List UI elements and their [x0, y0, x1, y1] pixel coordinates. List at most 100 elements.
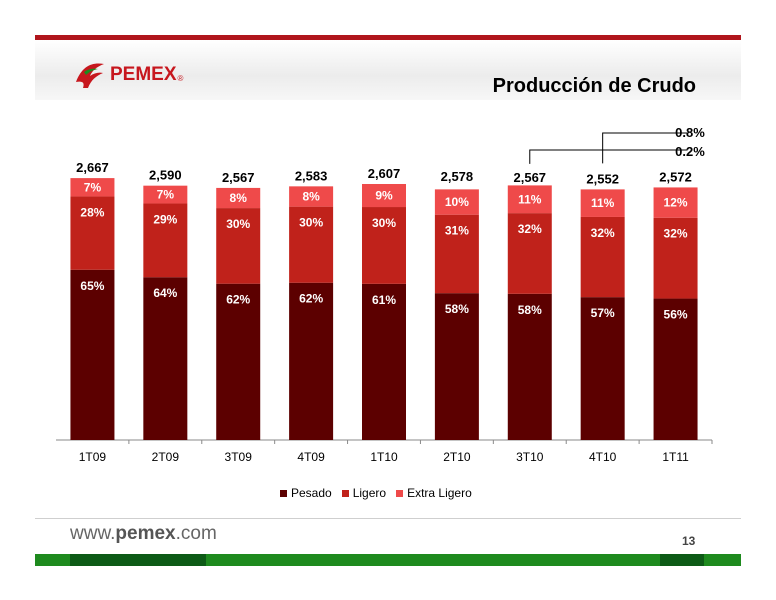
website-url[interactable]: www.pemex.com [70, 523, 217, 545]
total-label: 2,572 [659, 169, 692, 184]
x-tick-label: 2T10 [443, 450, 471, 464]
segment-label: 29% [153, 212, 177, 226]
segment-label: 11% [518, 192, 542, 206]
bar-segment-pesado [580, 297, 625, 440]
header-band [35, 40, 741, 100]
bar-segment-ligero [580, 216, 625, 298]
segment-label: 61% [372, 293, 396, 307]
bar-segment-ligero [507, 213, 552, 294]
bar-segment-extra-ligero [362, 183, 406, 208]
total-label: 2,607 [368, 166, 401, 181]
bar-segment-pesado [70, 269, 115, 440]
x-tick-label: 4T09 [297, 450, 325, 464]
top-accent-bar [35, 35, 741, 40]
segment-label: 11% [591, 196, 615, 210]
bar-segment-extra-ligero [653, 187, 698, 218]
segment-label: 64% [153, 286, 177, 300]
segment-label: 28% [80, 205, 104, 219]
total-label: 2,590 [149, 168, 182, 183]
url-brand: pemex [115, 523, 176, 544]
segment-label: 30% [372, 216, 396, 230]
annotation-label: 0.8% [675, 125, 705, 140]
segment-label: 32% [664, 227, 688, 241]
x-tick-label: 2T09 [152, 450, 180, 464]
total-label: 2,583 [295, 168, 328, 183]
x-tick-label: 1T10 [370, 450, 398, 464]
bar-segment-ligero [70, 196, 115, 270]
bar-segment-pesado [653, 298, 698, 440]
total-label: 2,667 [76, 160, 109, 175]
legend-label-pesado: Pesado [291, 486, 332, 500]
url-prefix: www. [70, 523, 116, 544]
segment-label: 8% [302, 189, 320, 203]
bar-segment-pesado [507, 293, 552, 440]
brand-name: PEMEX [110, 64, 177, 85]
legend-item-ligero: Ligero [341, 486, 387, 500]
segment-label: 30% [299, 216, 323, 230]
segment-label: 31% [445, 224, 469, 238]
bar-segment-pesado [216, 283, 261, 440]
page-number: 13 [682, 534, 696, 548]
segment-label: 30% [226, 217, 250, 231]
legend-label-extra-ligero: Extra Ligero [407, 486, 472, 500]
page-title: Producción de Crudo [492, 75, 696, 97]
bar-segment-extra-ligero [143, 185, 188, 204]
segment-label: 65% [80, 279, 104, 293]
segment-label: 57% [591, 306, 615, 320]
bottom-accent-segment [70, 554, 206, 566]
bottom-accent-segment [660, 554, 704, 566]
annotation-bracket [602, 132, 688, 164]
bar-segment-ligero [216, 208, 261, 284]
segment-label: 32% [591, 226, 615, 240]
bar-segment-pesado [362, 283, 406, 440]
footer-divider [35, 518, 741, 519]
legend-item-pesado: Pesado [280, 486, 332, 500]
legend-swatch-extra-ligero [396, 489, 404, 497]
pemex-logo: PEMEX ® [74, 58, 183, 92]
segment-label: 56% [664, 308, 688, 322]
segment-label: 62% [226, 293, 250, 307]
bar-segment-extra-ligero [507, 185, 552, 214]
total-label: 2,552 [586, 171, 619, 186]
segment-label: 58% [445, 302, 469, 316]
bar-segment-extra-ligero [289, 186, 334, 207]
bar-segment-ligero [653, 217, 698, 299]
url-suffix: .com [175, 523, 217, 544]
annotation-label: 0.2% [675, 144, 705, 159]
x-tick-label: 1T09 [79, 450, 107, 464]
chart-legend: Pesado Ligero Extra Ligero [280, 486, 482, 500]
segment-label: 7% [157, 188, 175, 202]
bar-segment-extra-ligero [70, 178, 115, 197]
legend-swatch-ligero [341, 489, 349, 497]
annotation-bracket [529, 149, 688, 164]
bottom-accent-bar [35, 554, 741, 566]
x-tick-label: 1T11 [662, 450, 689, 464]
bar-segment-ligero [289, 206, 334, 283]
segment-label: 12% [664, 196, 688, 210]
total-label: 2,567 [514, 170, 547, 185]
total-label: 2,567 [222, 170, 255, 185]
legend-label-ligero: Ligero [352, 486, 387, 500]
total-label: 2,578 [441, 169, 474, 184]
segment-label: 10% [445, 195, 469, 209]
pemex-eagle-icon [76, 63, 104, 88]
segment-label: 58% [518, 303, 542, 317]
x-tick-label: 3T09 [225, 450, 253, 464]
segment-label: 32% [518, 222, 542, 236]
x-tick-label: 3T10 [516, 450, 544, 464]
segment-label: 8% [230, 191, 248, 205]
bar-segment-extra-ligero [580, 189, 625, 217]
bar-segment-pesado [143, 277, 188, 440]
registered-mark: ® [177, 73, 184, 83]
bar-segment-extra-ligero [216, 187, 261, 209]
bar-segment-pesado [289, 282, 334, 440]
legend-swatch-pesado [280, 489, 287, 497]
x-tick-label: 4T10 [589, 450, 617, 464]
bar-segment-ligero [434, 214, 479, 294]
segment-label: 62% [299, 292, 323, 306]
legend-item-extra-ligero: Extra Ligero [396, 486, 472, 500]
segment-label: 9% [375, 189, 393, 203]
bar-segment-ligero [143, 203, 188, 278]
bar-segment-extra-ligero [434, 189, 479, 215]
